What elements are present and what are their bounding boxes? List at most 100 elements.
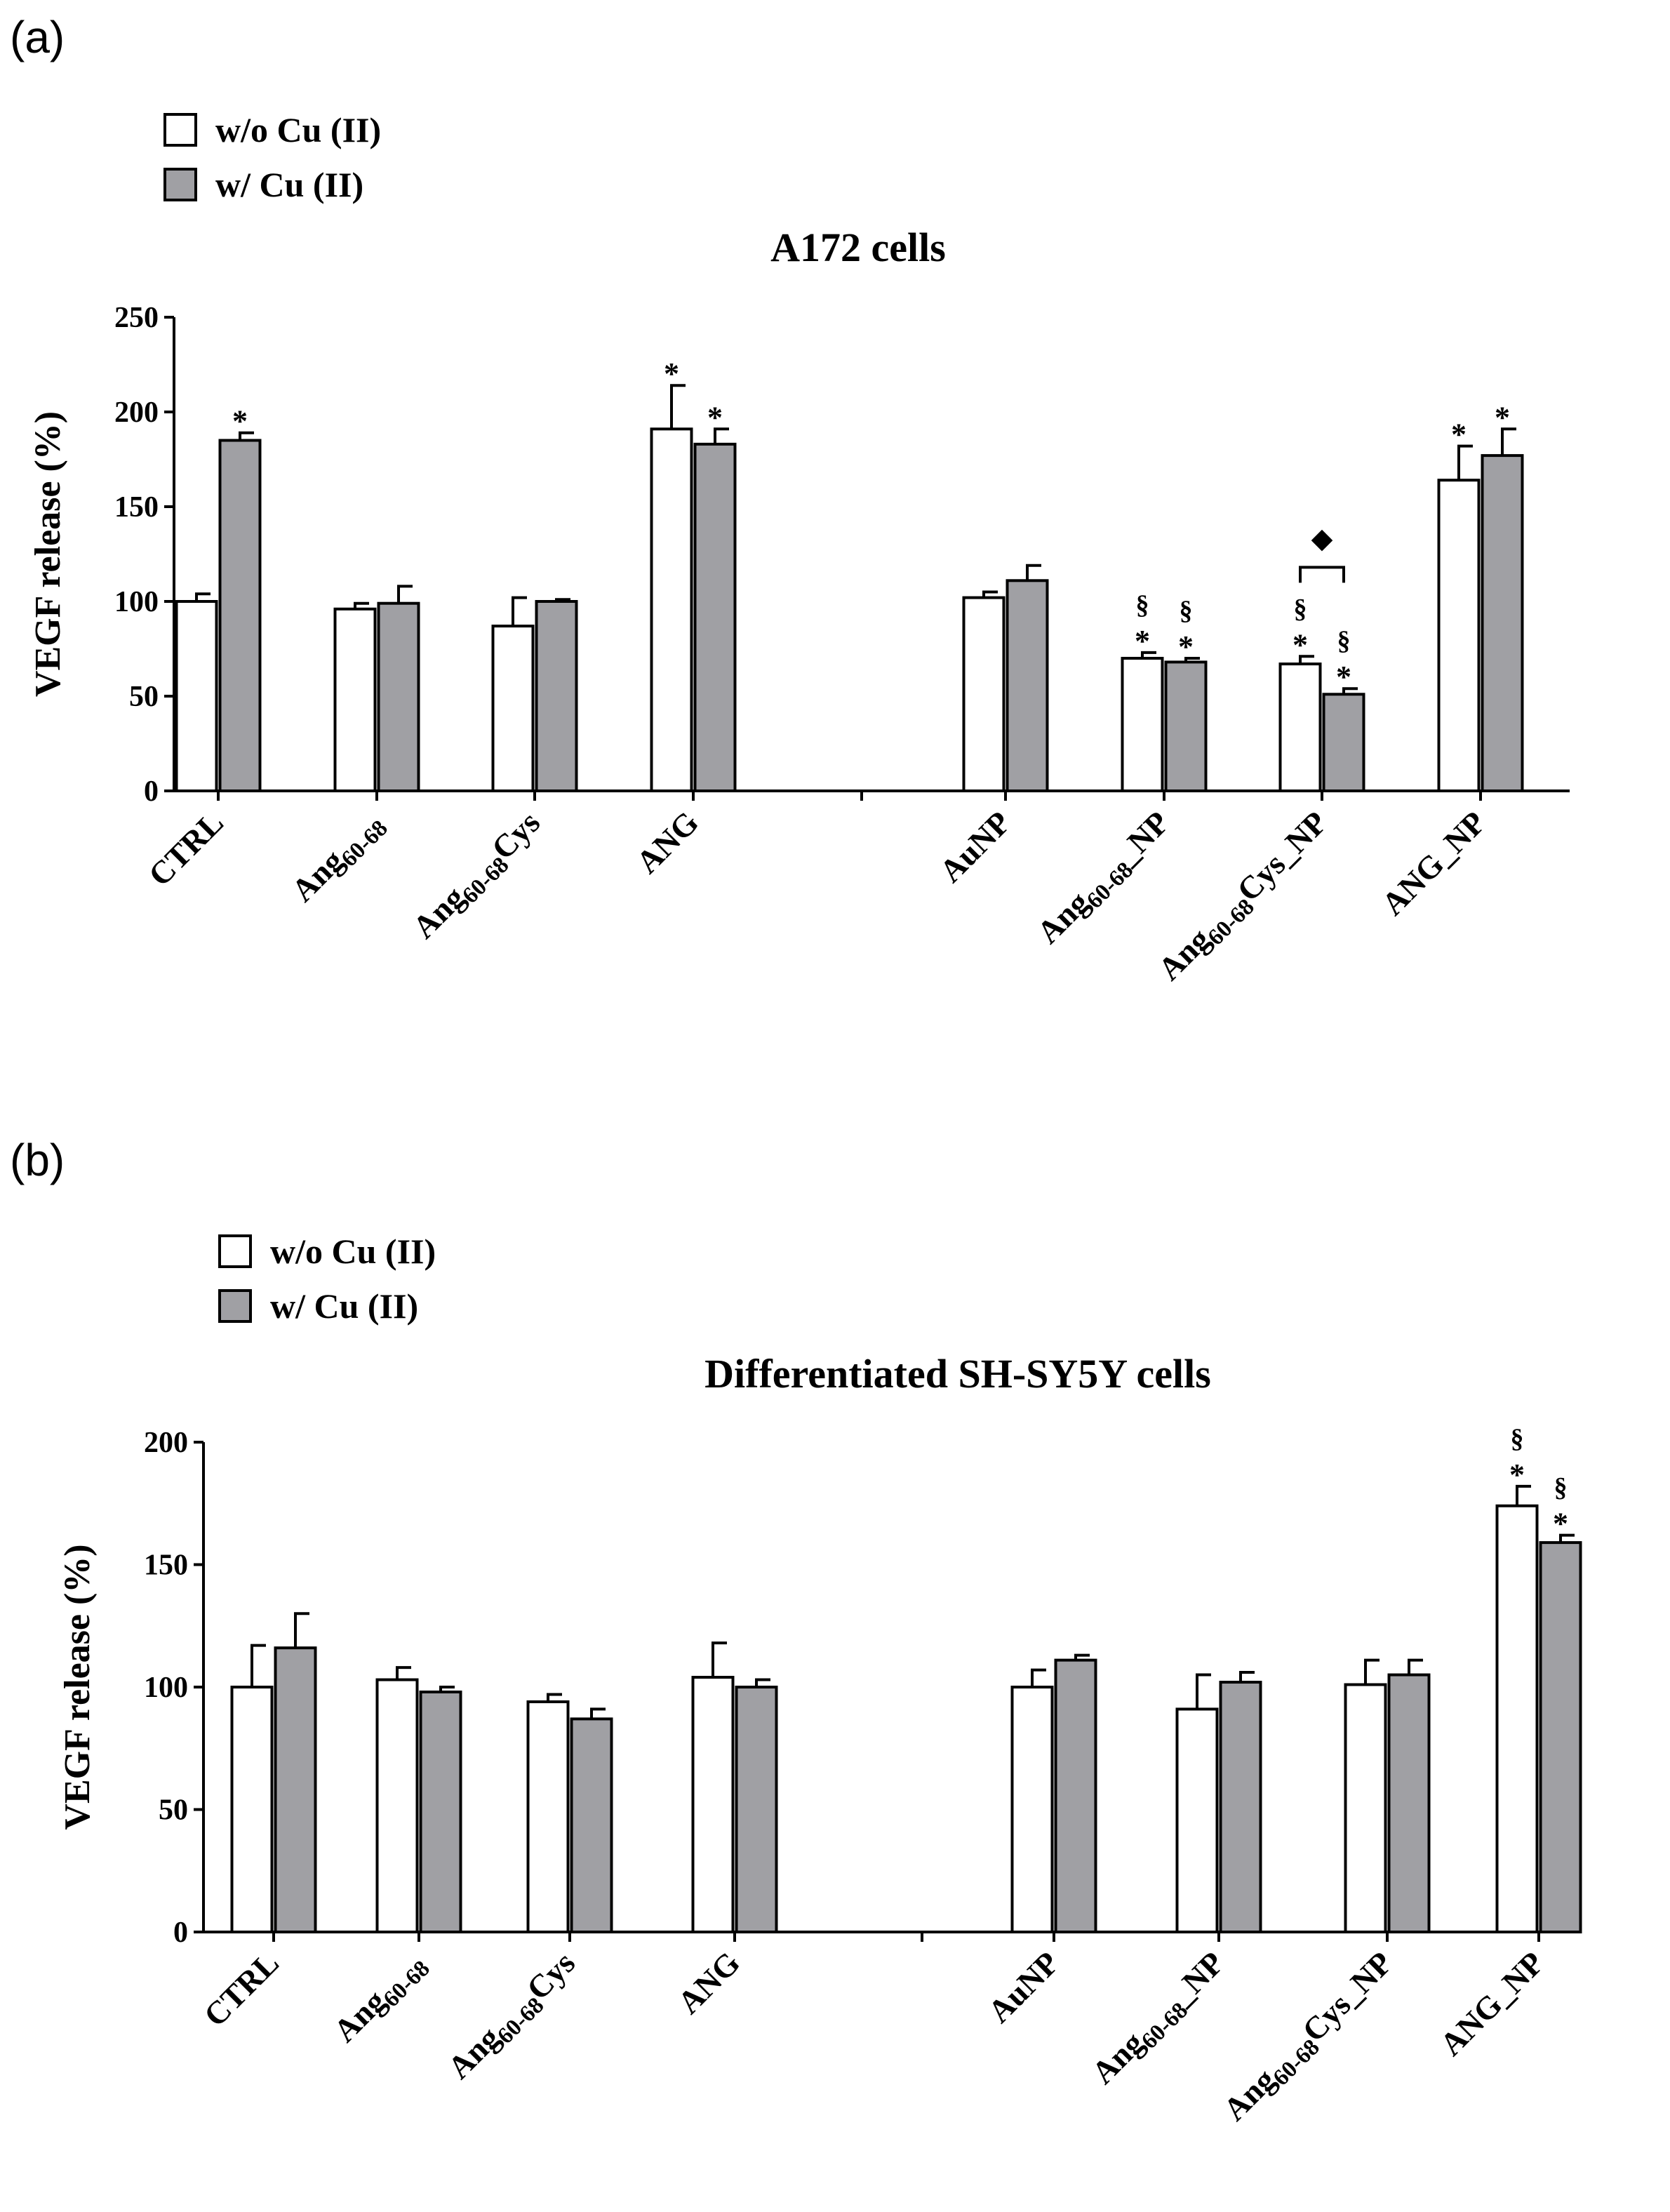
- significance-star: *: [1495, 400, 1510, 434]
- bar: [1164, 660, 1208, 793]
- x-tick-label: Ang60-68: [285, 804, 393, 912]
- y-tick-label: 0: [173, 1917, 188, 1949]
- bar: [375, 1678, 419, 1934]
- bracket-diamond-symbol: ◆: [1311, 522, 1333, 554]
- bar: [693, 442, 737, 793]
- significance-section-sign: §: [1180, 596, 1193, 625]
- bar: [650, 427, 693, 792]
- y-tick-label: 150: [144, 1550, 188, 1582]
- x-tick-label: CTRL: [197, 1945, 286, 2033]
- significance-star: *: [1509, 1458, 1525, 1492]
- bar: [735, 1686, 778, 1933]
- bar: [1495, 1504, 1539, 1933]
- significance-star: *: [1135, 624, 1150, 658]
- bar: [1054, 1658, 1097, 1934]
- chart-panel-a: (a) w/o Cu (II) w/ Cu (II) A172 cells 0 50 100…: [10, 12, 1570, 991]
- x-tick-label: Ang60-68: [327, 1945, 435, 2053]
- x-tick-label-part: CTRL: [142, 804, 230, 893]
- bar: [333, 607, 377, 792]
- bar: [1344, 1683, 1387, 1933]
- bar: [1437, 479, 1481, 792]
- x-tick-label: Ang60-68Cys: [406, 804, 551, 950]
- legend-label: w/ Cu (II): [215, 165, 363, 204]
- chart-title: A172 cells: [770, 225, 946, 270]
- significance-bracket: ◆: [1299, 522, 1345, 583]
- bar: [377, 601, 420, 792]
- x-tick-label-part: ANG_NP: [1375, 804, 1492, 922]
- y-tick-label: 50: [129, 681, 159, 713]
- bar: [962, 596, 1006, 792]
- significance-section-sign: §: [1337, 626, 1351, 655]
- x-tick-label-part: AuNP: [981, 1945, 1066, 2030]
- bar: [230, 1686, 274, 1933]
- significance-section-sign: §: [1294, 594, 1307, 623]
- bar: [1481, 454, 1524, 792]
- bar: [175, 600, 218, 792]
- significance-section-sign: §: [1511, 1424, 1524, 1453]
- series-without-cu: *§: [230, 1424, 1539, 1934]
- x-tick-label-part: CTRL: [197, 1945, 286, 2033]
- x-tick-label: Ang60-68_NP: [1085, 1945, 1235, 2095]
- y-axis-label: VEGF release (%): [28, 411, 68, 697]
- significance-star: *: [707, 400, 723, 434]
- x-tick-label: Ang60-68Cys_NP: [1216, 1945, 1403, 2131]
- bar: [526, 1700, 570, 1933]
- bar: [274, 1646, 317, 1933]
- legend-swatch: [163, 113, 197, 147]
- legend-swatch: [218, 1234, 252, 1268]
- bar: [1175, 1707, 1219, 1933]
- y-axis-label: VEGF release (%): [58, 1544, 98, 1830]
- legend: w/o Cu (II) w/ Cu (II): [163, 110, 381, 204]
- bar: [218, 439, 262, 792]
- bar: [1539, 1541, 1582, 1934]
- y-tick-label: 250: [114, 302, 159, 334]
- bar: [535, 600, 578, 792]
- legend-label: w/o Cu (II): [270, 1232, 436, 1271]
- bar: [419, 1690, 462, 1933]
- y-tick-label: 0: [144, 775, 159, 808]
- significance-section-sign: §: [1136, 590, 1149, 620]
- legend: w/o Cu (II) w/ Cu (II): [218, 1232, 436, 1326]
- x-tick-label-part: AuNP: [933, 804, 1017, 889]
- x-tick-label-part: ANG_NP: [1433, 1945, 1551, 2063]
- significance-star: *: [1292, 627, 1308, 662]
- significance-star: *: [664, 357, 679, 391]
- chart-title: Differentiated SH-SY5Y cells: [704, 1351, 1211, 1397]
- bracket-line: [1299, 566, 1345, 583]
- legend-label: w/o Cu (II): [215, 110, 381, 149]
- significance-star: *: [1553, 1507, 1568, 1541]
- y-axis: 0 50 100 150 200 250: [114, 302, 175, 808]
- y-axis: 0 50 100 150 200: [144, 1427, 205, 1949]
- y-tick-label: 50: [159, 1794, 188, 1827]
- legend-swatch: [218, 1289, 252, 1323]
- y-tick-label: 150: [114, 491, 159, 524]
- y-tick-label: 100: [114, 586, 159, 618]
- significance-star: *: [1451, 418, 1467, 452]
- panel-label: (b): [10, 1135, 65, 1185]
- bar: [491, 625, 535, 792]
- bar: [1322, 693, 1365, 792]
- legend-label: w/ Cu (II): [270, 1286, 418, 1326]
- y-tick-label: 200: [144, 1427, 188, 1459]
- y-tick-label: 100: [144, 1672, 188, 1704]
- x-tick-label: ANG_NP: [1433, 1945, 1551, 2063]
- x-tick-label: ANG_NP: [1375, 804, 1492, 922]
- bar: [1121, 657, 1164, 792]
- x-tick-label: Ang60-68Cys_NP: [1151, 804, 1337, 991]
- bar: [1387, 1673, 1431, 1934]
- significance-section-sign: §: [1554, 1473, 1568, 1503]
- x-tick-label-part: ANG: [671, 1945, 747, 2020]
- x-tick-label: ANG: [629, 804, 705, 880]
- x-tick-label: AuNP: [933, 804, 1017, 889]
- bar: [1219, 1681, 1262, 1934]
- x-tick-label-part: Cys_NP: [1295, 1945, 1399, 2048]
- x-tick-label-part: ANG: [629, 804, 705, 880]
- bar: [570, 1717, 613, 1934]
- x-tick-label: CTRL: [142, 804, 230, 893]
- y-tick-label: 200: [114, 397, 159, 429]
- bar: [1010, 1686, 1054, 1933]
- legend-swatch: [163, 168, 197, 201]
- significance-star: *: [1178, 629, 1194, 664]
